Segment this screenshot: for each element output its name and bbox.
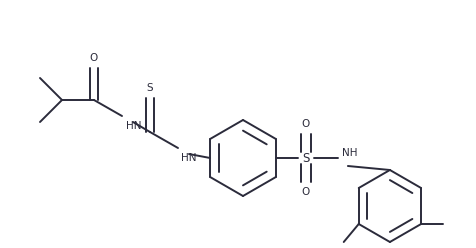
Text: O: O <box>90 53 98 63</box>
Text: S: S <box>147 83 153 93</box>
Text: O: O <box>302 187 310 197</box>
Text: HN: HN <box>181 153 197 163</box>
Text: HN: HN <box>126 121 141 131</box>
Text: O: O <box>302 119 310 129</box>
Text: S: S <box>302 152 309 164</box>
Text: NH: NH <box>342 148 357 158</box>
